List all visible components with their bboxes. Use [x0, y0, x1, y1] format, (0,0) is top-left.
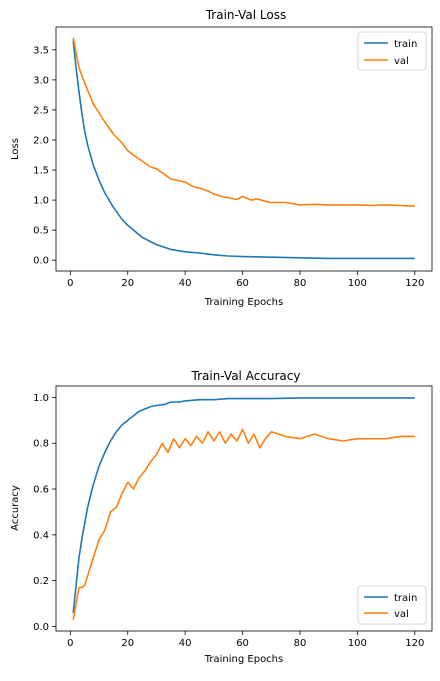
loss-ticks-layer: 0 20 40 60 80 100 120 0.0 0.5 1.0 1.5 2.0 2.5 3.0 3.5	[33, 45, 424, 289]
accuracy-series-val-line	[72, 428, 415, 620]
accuracy-y-tick-label: 0.4	[33, 530, 49, 541]
loss-y-axis-label: Loss	[10, 138, 21, 160]
loss-y-tick-label: 3.5	[33, 45, 49, 56]
accuracy-x-tick-label: 120	[405, 638, 424, 649]
accuracy-chart: Train-Val Accuracy 0 20 40 60 80 100 120 0.0 0.2…	[10, 369, 433, 665]
loss-x-tick-label: 60	[236, 278, 249, 289]
loss-y-tick-label: 3.0	[33, 75, 49, 86]
accuracy-y-tick-label: 0.8	[33, 439, 49, 450]
loss-axes-frame	[55, 26, 433, 272]
loss-x-tick-label: 0	[67, 278, 73, 289]
accuracy-series-train-line	[72, 397, 415, 613]
loss-y-tick-label: 1.5	[33, 166, 49, 177]
accuracy-y-axis-label: Accuracy	[10, 485, 21, 531]
accuracy-y-tick-label: 0.0	[33, 622, 49, 633]
loss-y-tick-label: 2.5	[33, 105, 49, 116]
accuracy-ticks-layer: 0 20 40 60 80 100 120 0.0 0.2 0.4 0.6 0.8 1.0	[33, 393, 424, 649]
accuracy-legend-box	[357, 585, 427, 625]
loss-series-val-line	[72, 37, 415, 207]
loss-x-tick-label: 120	[405, 278, 424, 289]
loss-y-tick-label: 2.0	[33, 135, 49, 146]
loss-x-tick-label: 40	[179, 278, 192, 289]
loss-legend-box	[357, 31, 427, 71]
loss-x-axis-label: Training Epochs	[204, 297, 283, 308]
loss-chart-title: Train-Val Loss	[205, 8, 287, 22]
loss-y-tick-label: 1.0	[33, 196, 49, 207]
accuracy-x-tick-label: 40	[179, 638, 192, 649]
loss-x-tick-label: 80	[294, 278, 307, 289]
accuracy-x-axis-label: Training Epochs	[204, 654, 283, 665]
accuracy-y-tick-label: 0.2	[33, 576, 49, 587]
accuracy-x-tick-label: 20	[121, 638, 134, 649]
loss-y-tick-label: 0.0	[33, 256, 49, 267]
accuracy-legend-val-label: val	[394, 609, 409, 620]
loss-legend-train-label: train	[394, 39, 417, 50]
loss-plot-area: 0 20 40 60 80 100 120 0.0 0.5 1.0 1.5 2.0 2.5 3.0 3.5	[33, 26, 433, 289]
loss-x-tick-label: 100	[348, 278, 367, 289]
accuracy-x-tick-label: 100	[348, 638, 367, 649]
loss-legend-val-label: val	[394, 56, 409, 67]
loss-chart: Train-Val Loss 0 20 40 60 80 100 120 0.0 0.5 1.0 1…	[10, 8, 433, 308]
accuracy-x-tick-label: 0	[67, 638, 73, 649]
accuracy-plot-area: 0 20 40 60 80 100 120 0.0 0.2 0.4 0.6 0.8 1.0	[33, 385, 433, 649]
accuracy-legend: train val	[357, 585, 427, 625]
accuracy-y-tick-label: 1.0	[33, 393, 49, 404]
loss-series-train-line	[72, 40, 415, 260]
accuracy-x-tick-label: 80	[294, 638, 307, 649]
accuracy-legend-train-label: train	[394, 593, 417, 604]
accuracy-chart-title: Train-Val Accuracy	[191, 369, 301, 383]
loss-x-tick-label: 20	[121, 278, 134, 289]
loss-y-tick-label: 0.5	[33, 226, 49, 237]
accuracy-axes-frame	[55, 385, 433, 632]
loss-series-layer	[72, 37, 415, 260]
accuracy-x-tick-label: 60	[236, 638, 249, 649]
loss-legend: train val	[357, 31, 427, 71]
accuracy-y-tick-label: 0.6	[33, 485, 49, 496]
accuracy-series-layer	[72, 397, 415, 620]
